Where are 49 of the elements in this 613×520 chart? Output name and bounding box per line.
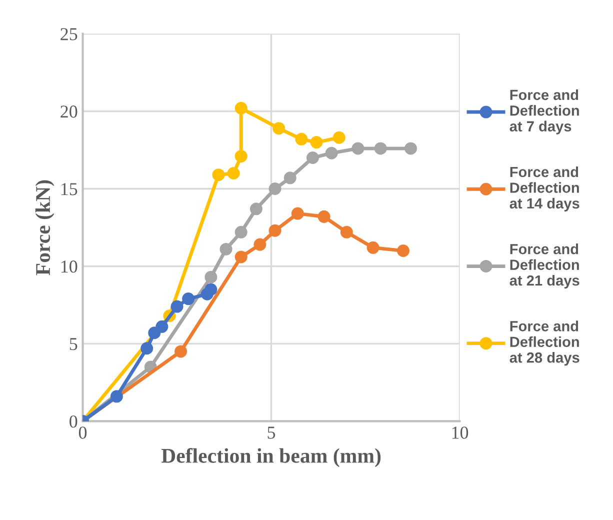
point (234, 226, 248, 238)
x-tick-label: 5 (268, 426, 276, 439)
point (404, 142, 417, 155)
point (268, 182, 282, 196)
point (295, 132, 308, 146)
point (318, 210, 330, 223)
point (234, 102, 248, 114)
x-tick-label: 0 (78, 426, 87, 439)
point (140, 342, 154, 355)
point (156, 320, 168, 333)
legend-label: Force and Deflection at 7 days (510, 89, 579, 134)
point (332, 131, 346, 144)
point (291, 207, 304, 220)
point (250, 202, 262, 216)
point (110, 390, 123, 403)
y-axis-title: Force (kN) (35, 180, 54, 276)
point (182, 292, 195, 306)
y-tick-label: 15 (61, 183, 78, 196)
legend-label: Force and Deflection at 28 days (510, 320, 580, 366)
point (234, 250, 248, 264)
point (366, 241, 380, 254)
point (310, 136, 323, 149)
x-axis-title: Deflection in beam (mm) (161, 448, 381, 468)
point (268, 224, 282, 237)
y-tick-label: 25 (60, 28, 78, 40)
point (396, 244, 410, 257)
point (220, 242, 232, 256)
x-tick-label: 10 (452, 426, 468, 439)
point (325, 146, 338, 160)
y-tick-label: 20 (60, 106, 78, 118)
point (204, 270, 218, 284)
point (204, 283, 218, 296)
point (374, 142, 387, 155)
point (284, 172, 296, 184)
point (174, 345, 188, 358)
point (254, 238, 266, 251)
point (170, 300, 184, 313)
legend-label: Force and Deflection at 14 days (510, 166, 580, 212)
point (234, 150, 248, 162)
y-tick-label: 0 (70, 415, 78, 428)
point (212, 168, 225, 182)
legend-label: Force and Deflection at 21 days (510, 244, 580, 289)
point (352, 142, 364, 155)
point (272, 122, 286, 135)
point (227, 167, 240, 180)
y-tick-label: 10 (61, 260, 78, 273)
point (306, 152, 319, 164)
y-tick-label: 5 (70, 338, 78, 350)
point (340, 226, 353, 238)
